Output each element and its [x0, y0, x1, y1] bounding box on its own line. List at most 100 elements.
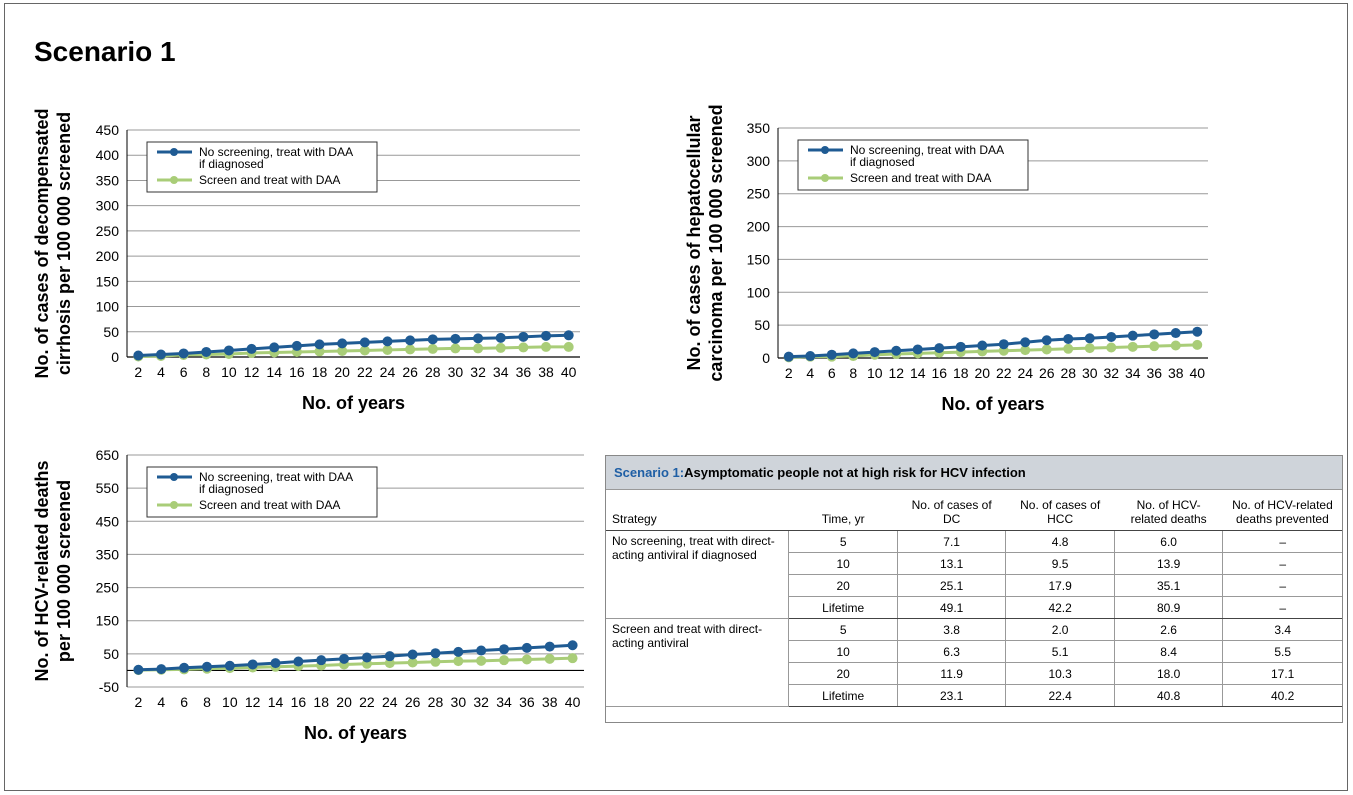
y-tick-label: 450	[96, 513, 120, 529]
y-axis-title: No. of cases of hepatocellular carcinoma …	[684, 104, 726, 381]
table-cell: 6.3	[896, 640, 1006, 663]
y-tick-label: 150	[96, 273, 120, 289]
table-cell: Lifetime	[788, 596, 898, 619]
col-header: No. of HCV-related deaths prevented	[1222, 496, 1342, 531]
data-point	[805, 351, 816, 362]
x-tick-label: 16	[291, 694, 307, 710]
y-tick-label: 300	[96, 198, 120, 214]
col-header: No. of cases of DC	[897, 496, 1006, 531]
data-point	[912, 344, 923, 355]
y-axis-title: No. of HCV-related deaths per 100 000 scr…	[32, 460, 74, 681]
x-tick-label: 4	[806, 365, 814, 381]
table-cell: 42.2	[1005, 596, 1115, 619]
data-point	[934, 343, 945, 354]
data-point	[133, 350, 144, 361]
table-cell: 5	[788, 530, 898, 553]
table-cell: 35.1	[1113, 574, 1223, 597]
legend-swatch-marker	[170, 473, 178, 481]
data-point	[544, 641, 555, 652]
data-point	[473, 343, 484, 354]
data-point	[246, 343, 257, 354]
x-tick-label: 10	[867, 365, 883, 381]
data-point	[407, 649, 418, 660]
table-cell: 20	[788, 574, 898, 597]
x-tick-label: 14	[910, 365, 926, 381]
table-cell: 40.2	[1222, 684, 1342, 707]
x-tick-label: 8	[849, 365, 857, 381]
data-point	[339, 653, 350, 664]
table-cell: 2.0	[1005, 618, 1115, 641]
x-tick-label: 14	[268, 694, 284, 710]
x-tick-label: 6	[180, 364, 188, 380]
x-tick-label: 36	[516, 364, 532, 380]
y-tick-label: 150	[747, 251, 771, 267]
x-tick-label: 12	[245, 694, 261, 710]
data-point	[430, 648, 441, 659]
x-tick-label: 32	[473, 694, 489, 710]
data-point	[384, 658, 395, 669]
data-point	[499, 644, 510, 655]
table-title: Scenario 1: Asymptomatic people not at h…	[606, 456, 1342, 490]
x-tick-label: 34	[493, 364, 509, 380]
table-row: 20 11.9 10.3 18.0 17.1	[606, 662, 1342, 685]
x-tick-label: 22	[359, 694, 375, 710]
x-tick-label: 38	[542, 694, 558, 710]
results-table: Strategy Time, yr No. of cases of DC No.…	[606, 496, 1342, 707]
data-point	[247, 659, 258, 670]
data-point	[316, 655, 327, 666]
x-tick-label: 38	[1168, 365, 1184, 381]
data-point	[1170, 328, 1181, 339]
table-cell: 5	[788, 618, 898, 641]
x-tick-label: 34	[496, 694, 512, 710]
data-point	[499, 655, 510, 666]
x-tick-label: 22	[357, 364, 373, 380]
legend-label: No screening, treat with DAA	[199, 470, 353, 484]
y-axis-title-line: cirrhosis per 100 000 screened	[54, 112, 74, 375]
table-cell: 25.1	[896, 574, 1006, 597]
x-tick-label: 8	[203, 694, 211, 710]
x-axis-title: No. of years	[941, 394, 1044, 414]
legend-label: Screen and treat with DAA	[850, 171, 991, 185]
x-tick-label: 24	[382, 694, 398, 710]
data-point	[1149, 329, 1160, 340]
table-row: Screen and treat with direct-acting anti…	[606, 618, 1342, 707]
data-point	[314, 346, 325, 357]
legend-swatch-marker	[170, 501, 178, 509]
table-cell: 7.1	[896, 530, 1006, 553]
table-row: No screening, treat with direct-acting a…	[606, 530, 1342, 619]
x-tick-label: 28	[425, 364, 441, 380]
table-cell: Lifetime	[788, 684, 898, 707]
x-tick-label: 4	[157, 694, 165, 710]
data-point	[1127, 330, 1138, 341]
x-tick-label: 16	[931, 365, 947, 381]
data-point	[783, 351, 794, 362]
y-tick-label: 50	[754, 317, 770, 333]
x-tick-label: 26	[402, 364, 418, 380]
data-point	[541, 341, 552, 352]
y-axis-title-line: No. of cases of decompensated	[32, 108, 52, 378]
legend-label: if diagnosed	[850, 155, 915, 169]
table-cell: 11.9	[896, 662, 1006, 685]
y-axis-title-line: carcinoma per 100 000 screened	[706, 104, 726, 381]
data-point	[476, 655, 487, 666]
table-cell: 5.5	[1222, 640, 1342, 663]
data-point	[405, 335, 416, 346]
table-row: 10 13.1 9.5 13.9–	[606, 552, 1342, 575]
data-point	[977, 340, 988, 351]
x-tick-label: 10	[222, 694, 238, 710]
data-point	[826, 349, 837, 360]
x-tick-label: 18	[953, 365, 969, 381]
y-tick-label: 100	[747, 284, 771, 300]
x-tick-label: 16	[289, 364, 305, 380]
data-point	[405, 344, 416, 355]
y-tick-label: 550	[96, 480, 120, 496]
data-point	[382, 336, 393, 347]
x-tick-label: 36	[519, 694, 535, 710]
page-title: Scenario 1	[34, 36, 176, 67]
y-tick-label: 400	[96, 147, 120, 163]
data-point	[1041, 335, 1052, 346]
x-tick-label: 18	[313, 694, 329, 710]
data-point	[518, 331, 529, 342]
